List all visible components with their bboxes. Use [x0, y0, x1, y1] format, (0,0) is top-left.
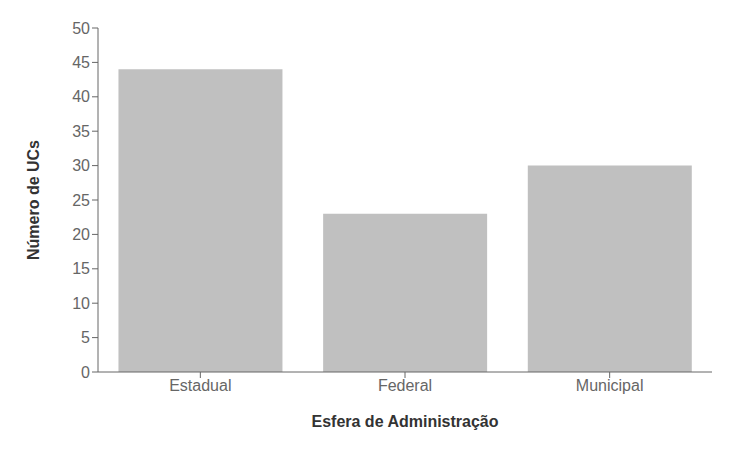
svg-text:5: 5 — [81, 329, 90, 346]
svg-text:Estadual: Estadual — [169, 377, 231, 394]
svg-text:40: 40 — [72, 88, 90, 105]
svg-text:30: 30 — [72, 157, 90, 174]
svg-text:15: 15 — [72, 260, 90, 277]
svg-text:10: 10 — [72, 295, 90, 312]
svg-text:25: 25 — [72, 192, 90, 209]
svg-text:35: 35 — [72, 123, 90, 140]
svg-text:Número de UCs: Número de UCs — [25, 140, 42, 260]
svg-text:20: 20 — [72, 226, 90, 243]
svg-text:0: 0 — [81, 364, 90, 381]
svg-text:Municipal: Municipal — [576, 377, 644, 394]
svg-text:Esfera de Administração: Esfera de Administração — [311, 413, 498, 430]
svg-text:45: 45 — [72, 54, 90, 71]
svg-text:50: 50 — [72, 20, 90, 37]
svg-text:Federal: Federal — [378, 377, 432, 394]
